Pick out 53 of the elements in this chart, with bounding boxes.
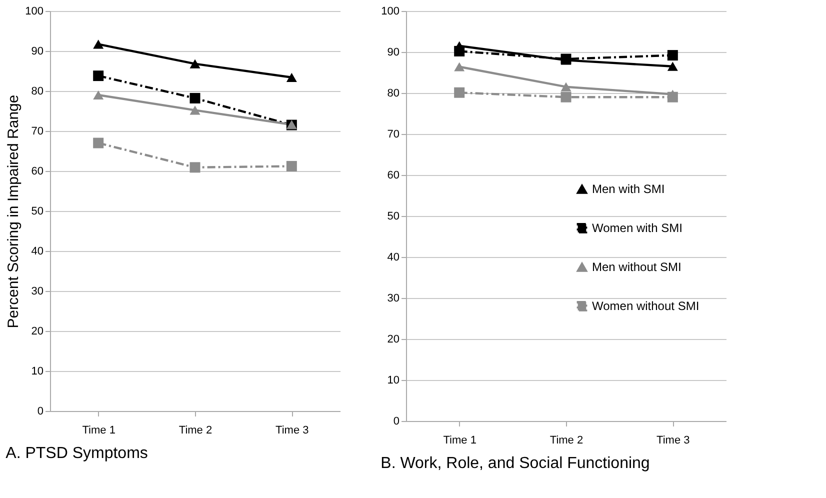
y-tick-label: 20 bbox=[31, 326, 44, 338]
point bbox=[190, 106, 200, 115]
y-tick-label: 60 bbox=[31, 166, 44, 178]
y-tick-label: 10 bbox=[31, 366, 44, 378]
x-tick-label: Time 3 bbox=[656, 434, 690, 446]
point bbox=[454, 87, 465, 98]
x-tick-label: Time 1 bbox=[82, 424, 116, 436]
point bbox=[93, 40, 104, 49]
point bbox=[190, 162, 200, 173]
y-tick-label: 90 bbox=[387, 46, 400, 58]
point bbox=[93, 70, 104, 82]
point bbox=[190, 92, 200, 104]
x-tick-label: Time 2 bbox=[178, 424, 212, 436]
point bbox=[667, 50, 678, 61]
y-tick-label: 0 bbox=[393, 416, 400, 428]
y-tick-label: 30 bbox=[31, 286, 44, 298]
legend-label: Men with SMI bbox=[592, 182, 665, 196]
legend-label: Women with SMI bbox=[592, 221, 682, 236]
legend-label: Women without SMI bbox=[592, 299, 700, 314]
point bbox=[190, 59, 200, 68]
y-tick-label: 80 bbox=[387, 88, 400, 100]
text: A. PTSD Symptoms bbox=[6, 445, 148, 462]
y-axis-title: Percent Scoring in Impaired Range bbox=[5, 94, 22, 328]
point bbox=[454, 62, 465, 72]
y-tick-label: 100 bbox=[25, 6, 44, 18]
y-tick-label: 70 bbox=[31, 126, 44, 138]
y-tick-label: 70 bbox=[387, 128, 400, 140]
y-tick-label: 90 bbox=[31, 46, 44, 58]
point bbox=[667, 62, 678, 71]
point bbox=[560, 82, 572, 92]
point bbox=[667, 92, 678, 102]
y-tick-label: 40 bbox=[387, 252, 400, 264]
legend-label: Men without SMI bbox=[592, 260, 682, 274]
y-tick-label: 40 bbox=[31, 246, 44, 258]
y-tick-label: 20 bbox=[387, 334, 400, 346]
y-tick-label: 30 bbox=[387, 292, 400, 304]
text: B. Work, Role, and Social Functioning bbox=[380, 455, 650, 472]
y-tick-label: 10 bbox=[387, 374, 400, 386]
y-tick-label: 0 bbox=[37, 406, 44, 418]
x-tick-label: Time 3 bbox=[276, 424, 309, 436]
y-tick-label: 50 bbox=[31, 206, 44, 218]
x-tick-label: Time 1 bbox=[443, 434, 476, 446]
point bbox=[560, 92, 572, 102]
y-tick-label: 60 bbox=[387, 170, 400, 182]
point bbox=[93, 138, 104, 148]
y-tick-label: 100 bbox=[381, 6, 400, 18]
point bbox=[93, 90, 104, 100]
point bbox=[286, 72, 297, 82]
x-tick-label: Time 2 bbox=[550, 434, 584, 446]
y-tick-label: 80 bbox=[31, 86, 44, 98]
point bbox=[286, 160, 297, 172]
y-tick-label: 50 bbox=[387, 210, 400, 222]
point bbox=[454, 46, 465, 56]
